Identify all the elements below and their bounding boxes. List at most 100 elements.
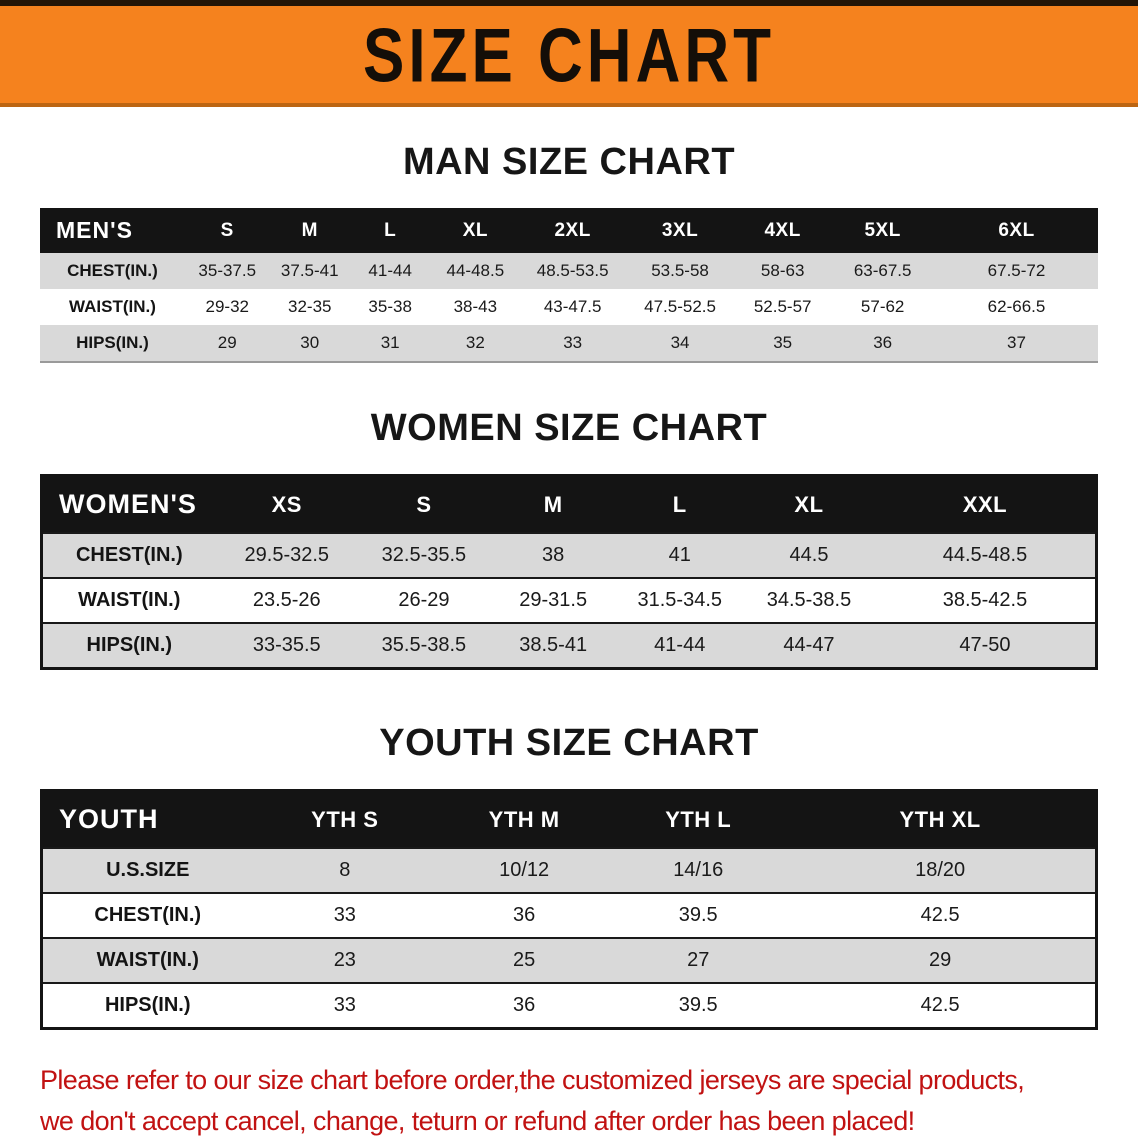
men-section-heading: MAN SIZE CHART xyxy=(0,141,1138,184)
measurement-value-cell: 34.5-38.5 xyxy=(743,578,875,623)
measurement-value-cell: 44-47 xyxy=(743,623,875,669)
measurement-value-cell: 30 xyxy=(270,325,350,362)
measurement-label-cell: WAIST(IN.) xyxy=(42,578,216,623)
measurement-value-cell: 63-67.5 xyxy=(830,253,935,289)
banner-title: SIZE CHART xyxy=(363,13,775,100)
measurement-value-cell: 23.5-26 xyxy=(216,578,358,623)
youth-size-header-cell: YTH M xyxy=(437,791,611,849)
measurement-value-cell: 57-62 xyxy=(830,289,935,325)
women-size-header-cell: M xyxy=(490,476,617,534)
measurement-value-cell: 23 xyxy=(253,938,438,983)
measurement-value-cell: 10/12 xyxy=(437,848,611,893)
women-section-heading: WOMEN SIZE CHART xyxy=(0,407,1138,450)
measurement-value-cell: 38-43 xyxy=(430,289,520,325)
measurement-value-cell: 53.5-58 xyxy=(625,253,735,289)
measurement-value-cell: 35.5-38.5 xyxy=(358,623,490,669)
women-table-title-cell: WOMEN'S xyxy=(42,476,216,534)
youth-size-header-cell: YTH S xyxy=(253,791,438,849)
measurement-value-cell: 42.5 xyxy=(785,893,1096,938)
men-size-header-cell: 2XL xyxy=(520,208,625,253)
measurement-value-cell: 44.5 xyxy=(743,533,875,578)
measurement-value-cell: 29 xyxy=(785,938,1096,983)
measurement-value-cell: 31 xyxy=(350,325,430,362)
men-table-title-cell: MEN'S xyxy=(40,208,185,253)
measurement-label-cell: CHEST(IN.) xyxy=(40,253,185,289)
women-size-header-cell: XL xyxy=(743,476,875,534)
men-size-header-cell: S xyxy=(185,208,270,253)
measurement-value-cell: 33 xyxy=(253,893,438,938)
measurement-value-cell: 39.5 xyxy=(611,983,785,1029)
measurement-label-cell: HIPS(IN.) xyxy=(40,325,185,362)
measurement-label-cell: WAIST(IN.) xyxy=(42,938,253,983)
measurement-value-cell: 31.5-34.5 xyxy=(616,578,743,623)
men-size-header-cell: 3XL xyxy=(625,208,735,253)
disclaimer-line-1: Please refer to our size chart before or… xyxy=(40,1060,1128,1101)
measurement-label-cell: HIPS(IN.) xyxy=(42,623,216,669)
measurement-value-cell: 37.5-41 xyxy=(270,253,350,289)
measurement-value-cell: 36 xyxy=(437,893,611,938)
men-size-header-cell: M xyxy=(270,208,350,253)
measurement-value-cell: 47.5-52.5 xyxy=(625,289,735,325)
measurement-label-cell: CHEST(IN.) xyxy=(42,533,216,578)
measurement-value-cell: 48.5-53.5 xyxy=(520,253,625,289)
measurement-value-cell: 29.5-32.5 xyxy=(216,533,358,578)
measurement-value-cell: 18/20 xyxy=(785,848,1096,893)
measurement-value-cell: 38.5-41 xyxy=(490,623,617,669)
measurement-value-cell: 67.5-72 xyxy=(935,253,1098,289)
measurement-value-cell: 42.5 xyxy=(785,983,1096,1029)
measurement-value-cell: 62-66.5 xyxy=(935,289,1098,325)
measurement-value-cell: 27 xyxy=(611,938,785,983)
measurement-value-cell: 29 xyxy=(185,325,270,362)
measurement-value-cell: 38.5-42.5 xyxy=(875,578,1097,623)
youth-size-header-cell: YTH XL xyxy=(785,791,1096,849)
disclaimer: Please refer to our size chart before or… xyxy=(40,1060,1128,1141)
measurement-value-cell: 47-50 xyxy=(875,623,1097,669)
measurement-value-cell: 44-48.5 xyxy=(430,253,520,289)
measurement-value-cell: 41 xyxy=(616,533,743,578)
measurement-value-cell: 35-38 xyxy=(350,289,430,325)
measurement-value-cell: 26-29 xyxy=(358,578,490,623)
women-size-header-cell: S xyxy=(358,476,490,534)
measurement-value-cell: 44.5-48.5 xyxy=(875,533,1097,578)
measurement-value-cell: 34 xyxy=(625,325,735,362)
men-size-header-cell: 6XL xyxy=(935,208,1098,253)
measurement-value-cell: 52.5-57 xyxy=(735,289,830,325)
measurement-value-cell: 32 xyxy=(430,325,520,362)
men-size-header-cell: 5XL xyxy=(830,208,935,253)
men-size-header-cell: XL xyxy=(430,208,520,253)
men-size-header-cell: L xyxy=(350,208,430,253)
measurement-value-cell: 39.5 xyxy=(611,893,785,938)
youth-size-header-cell: YTH L xyxy=(611,791,785,849)
measurement-value-cell: 32-35 xyxy=(270,289,350,325)
measurement-label-cell: WAIST(IN.) xyxy=(40,289,185,325)
measurement-value-cell: 58-63 xyxy=(735,253,830,289)
measurement-value-cell: 38 xyxy=(490,533,617,578)
banner: SIZE CHART xyxy=(0,0,1138,107)
measurement-label-cell: CHEST(IN.) xyxy=(42,893,253,938)
measurement-value-cell: 32.5-35.5 xyxy=(358,533,490,578)
measurement-value-cell: 14/16 xyxy=(611,848,785,893)
youth-table-title-cell: YOUTH xyxy=(42,791,253,849)
youth-section-heading: YOUTH SIZE CHART xyxy=(0,722,1138,765)
measurement-value-cell: 41-44 xyxy=(616,623,743,669)
